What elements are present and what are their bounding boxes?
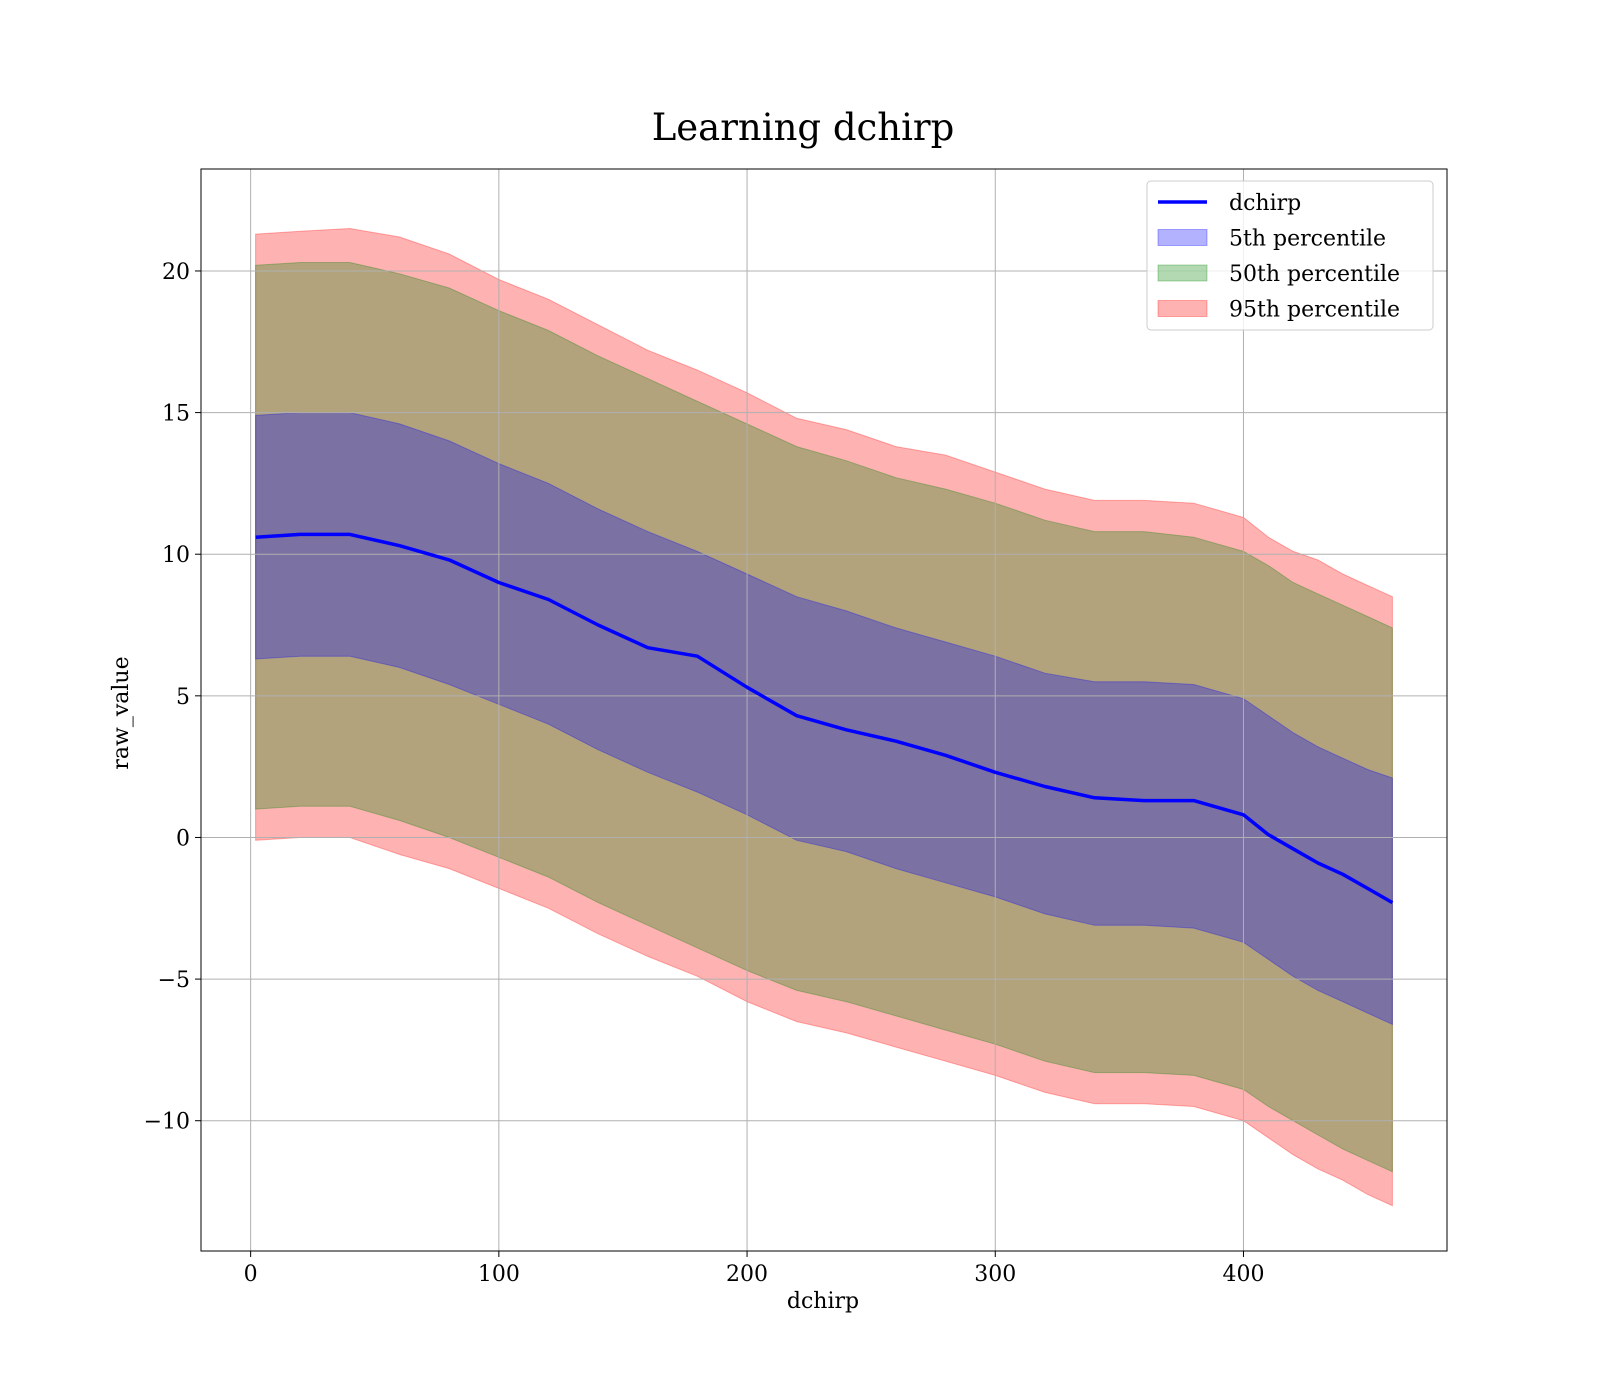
x-tick-label: 300 [974, 1262, 1016, 1287]
y-tick-label: 15 [162, 402, 190, 427]
band-1 [255, 262, 1393, 1173]
x-tick-label: 400 [1222, 1262, 1264, 1287]
x-tick-label: 200 [726, 1262, 768, 1287]
median-line [255, 532, 1394, 905]
legend-swatch-patch [1157, 264, 1208, 282]
legend-label: 50th percentile [1229, 262, 1400, 287]
median-line-group [255, 532, 1394, 905]
percentile-bands [255, 227, 1393, 1207]
y-tick-label: −5 [158, 968, 190, 993]
x-axis-label: dchirp [787, 1289, 859, 1314]
plot-area [200, 168, 1448, 1252]
y-tick-label: 5 [176, 685, 190, 710]
y-tick-label: 10 [162, 543, 190, 568]
chart-title: Learning dchirp [652, 106, 955, 149]
y-tick-label: −10 [144, 1110, 190, 1135]
x-tick-label: 100 [478, 1262, 520, 1287]
legend-swatch-patch [1157, 300, 1208, 317]
grid-lines [201, 169, 1447, 1251]
x-axis-ticks: 0 100 200 300 400 [244, 1251, 1264, 1287]
x-tick-label: 0 [244, 1262, 258, 1287]
band-2 [255, 412, 1393, 1026]
legend-swatch-patch [1157, 229, 1208, 246]
legend-label: 5th percentile [1229, 227, 1386, 252]
legend-label: 95th percentile [1229, 298, 1400, 323]
plot-frame [200, 168, 1448, 1252]
y-axis-ticks: −10 −5 0 5 10 15 20 [144, 260, 201, 1135]
y-axis-label: raw_value [109, 656, 134, 769]
y-tick-label: 20 [162, 260, 190, 285]
legend: dchirp 5th percentile 50th percentile 95th … [1146, 180, 1434, 331]
legend-box [1146, 180, 1434, 331]
legend-label: dchirp [1229, 191, 1301, 216]
y-tick-label: 0 [176, 826, 190, 851]
band-0 [255, 227, 1393, 1207]
